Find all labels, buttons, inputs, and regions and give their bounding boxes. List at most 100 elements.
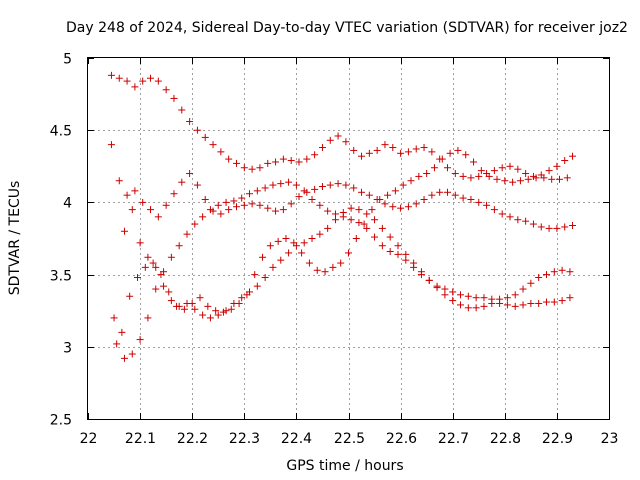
data-point [529, 220, 537, 228]
data-point [449, 297, 457, 305]
data-point [363, 224, 371, 232]
data-point [352, 235, 360, 242]
data-point [178, 106, 186, 114]
data-point [162, 86, 170, 94]
data-point [191, 220, 199, 228]
data-point [316, 230, 324, 238]
data-point [386, 247, 394, 255]
data-point [404, 148, 412, 156]
data-point [318, 183, 326, 191]
data-point [490, 167, 498, 175]
data-point [342, 181, 350, 189]
data-point [498, 164, 506, 172]
grid-lines [88, 58, 609, 419]
data-point [433, 284, 441, 292]
x-tick-label: 23 [601, 431, 619, 447]
data-point [475, 198, 483, 206]
data-point [381, 141, 389, 149]
data-point [305, 259, 313, 267]
data-point [154, 77, 162, 85]
data-point [548, 175, 556, 183]
data-point [240, 164, 248, 172]
x-tick-label: 22 [80, 431, 98, 447]
data-point [141, 263, 149, 271]
data-point [415, 172, 423, 180]
data-point [363, 210, 371, 218]
data-point [477, 167, 485, 175]
data-point [285, 249, 293, 257]
y-tick-label: 2.5 [50, 413, 72, 429]
data-point [131, 187, 139, 195]
data-point [569, 152, 577, 160]
data-point [274, 237, 282, 245]
data-point [298, 249, 306, 257]
data-point [389, 203, 397, 211]
data-point [347, 204, 355, 212]
data-point [503, 301, 511, 309]
data-point [511, 302, 519, 310]
data-point [272, 207, 280, 215]
data-point [212, 307, 220, 315]
data-point [217, 148, 225, 156]
data-point [545, 167, 553, 175]
data-point [248, 165, 256, 173]
chart-title: Day 248 of 2024, Sidereal Day-to-day VTE… [66, 20, 628, 36]
data-point [175, 302, 183, 310]
data-point [238, 294, 246, 302]
x-tick-label: 22.6 [386, 431, 417, 447]
data-point [316, 201, 324, 209]
data-point [464, 304, 472, 312]
data-point [542, 298, 550, 306]
data-point [178, 178, 186, 186]
data-point [149, 259, 157, 267]
data-point [556, 175, 564, 183]
data-point [443, 164, 451, 172]
y-tick-label: 3.5 [50, 269, 72, 285]
data-point [175, 242, 183, 250]
data-point [451, 191, 459, 199]
data-point [467, 174, 475, 182]
data-point [107, 71, 115, 79]
data-point [376, 196, 384, 204]
data-point [493, 175, 501, 183]
data-point [167, 297, 175, 305]
data-point [147, 206, 155, 214]
data-point [451, 170, 459, 178]
data-point [154, 213, 162, 221]
data-point [425, 276, 433, 284]
data-point [397, 204, 405, 212]
data-point [186, 170, 194, 178]
data-point [498, 210, 506, 218]
data-point [475, 172, 483, 180]
data-point [378, 242, 386, 250]
data-point [483, 201, 491, 209]
data-point [347, 216, 355, 224]
data-point [350, 184, 358, 192]
data-point [152, 263, 160, 271]
data-point [436, 188, 444, 196]
data-point [467, 196, 475, 204]
data-point [472, 294, 480, 302]
data-point [430, 164, 438, 172]
data-point [472, 304, 480, 312]
data-point [371, 216, 379, 224]
data-point [506, 162, 514, 170]
data-points [107, 71, 577, 362]
data-point [550, 268, 558, 276]
data-point [532, 174, 540, 182]
data-point [313, 266, 321, 274]
data-point [180, 305, 188, 313]
data-point [355, 219, 363, 227]
data-point [324, 207, 332, 215]
data-point [553, 224, 561, 232]
data-point [535, 273, 543, 281]
data-point [277, 180, 285, 188]
data-point [222, 307, 230, 315]
data-point [480, 302, 488, 310]
data-point [232, 203, 240, 211]
data-point [438, 155, 446, 163]
data-point [308, 196, 316, 204]
data-point [214, 201, 222, 209]
data-point [423, 170, 431, 178]
data-point [253, 187, 261, 195]
